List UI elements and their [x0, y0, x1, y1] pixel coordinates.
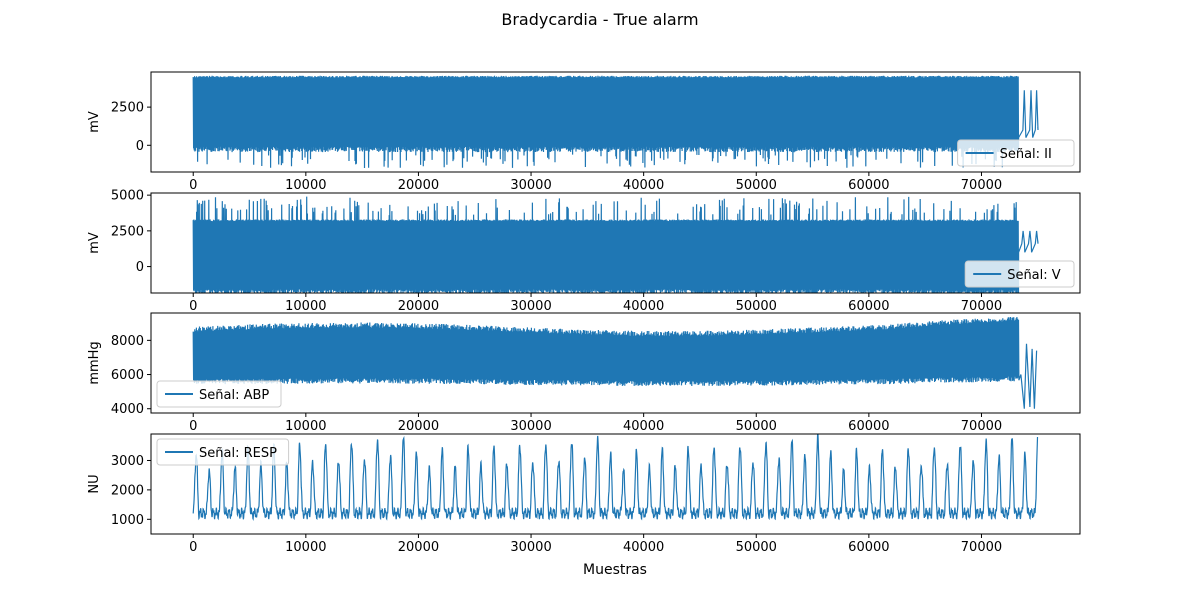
x-tick-label: 50000 — [736, 540, 777, 555]
legend-box — [156, 380, 282, 408]
x-tick-label: 30000 — [510, 299, 551, 314]
subplot-4: 0 10000 20000 30000 40000 50000 60000 70000 1000… — [87, 433, 1081, 555]
x-tick-label: 0 — [189, 178, 197, 193]
x-tick-label: 20000 — [398, 299, 439, 314]
axes-frame — [150, 192, 1081, 294]
y-tick-label: 0 — [136, 139, 144, 154]
x-tick-label: 30000 — [510, 178, 551, 193]
series-line — [192, 196, 1039, 293]
x-tick-label: 50000 — [736, 419, 777, 434]
y-tick-label: 6000 — [111, 368, 144, 383]
x-tick-label: 10000 — [285, 419, 326, 434]
x-tick-label: 40000 — [623, 178, 664, 193]
x-tick-label: 40000 — [623, 419, 664, 434]
axes-frame — [150, 312, 1081, 414]
x-tick-label: 20000 — [398, 540, 439, 555]
subplot-stack: 0 10000 20000 30000 40000 50000 60000 700000250… — [87, 71, 1081, 555]
legend-label: Señal: II — [1000, 147, 1052, 162]
subplot-3: 0 10000 20000 30000 40000 50000 60000 70000 4000… — [87, 312, 1081, 434]
x-tick-label: 20000 — [398, 178, 439, 193]
x-tick-label: 0 — [189, 419, 197, 434]
legend: Señal: ABP — [156, 380, 282, 408]
x-tick-label: 70000 — [961, 419, 1002, 434]
legend-box — [964, 260, 1075, 288]
x-tick-label: 40000 — [623, 540, 664, 555]
x-tick-label: 20000 — [398, 419, 439, 434]
x-tick-label: 40000 — [623, 299, 664, 314]
y-tick-label: 2500 — [111, 224, 144, 239]
x-tick-label: 10000 — [285, 178, 326, 193]
figure-title: Bradycardia - True alarm — [501, 10, 698, 29]
x-tick-label: 10000 — [285, 540, 326, 555]
x-axis-label: Muestras — [583, 562, 647, 578]
legend: Señal: V — [964, 260, 1075, 288]
legend: Señal: II — [957, 139, 1075, 167]
x-tick-label: 0 — [189, 540, 197, 555]
x-tick-label: 30000 — [510, 540, 551, 555]
series-line — [192, 75, 1039, 169]
legend-label: Señal: V — [1007, 268, 1061, 283]
y-tick-label: 8000 — [111, 334, 144, 349]
legend-box — [156, 438, 290, 466]
x-tick-label: 70000 — [961, 299, 1002, 314]
axes-frame — [150, 433, 1081, 535]
x-tick-label: 0 — [189, 299, 197, 314]
y-axis-label: mV — [87, 111, 102, 133]
legend-box — [957, 139, 1075, 167]
x-tick-label: 70000 — [961, 540, 1002, 555]
y-tick-label: 1000 — [111, 513, 144, 528]
subplot-2: 0 10000 20000 30000 40000 50000 60000 70000 0 250… — [87, 189, 1081, 314]
y-tick-label: 3000 — [111, 454, 144, 469]
y-tick-label: 4000 — [111, 402, 144, 417]
y-tick-label: 5000 — [111, 189, 144, 204]
y-tick-label: 2000 — [111, 483, 144, 498]
legend: Señal: RESP — [156, 438, 290, 466]
y-axis-label: mmHg — [87, 341, 102, 384]
x-tick-label: 60000 — [848, 540, 889, 555]
x-tick-label: 50000 — [736, 178, 777, 193]
x-tick-label: 60000 — [848, 178, 889, 193]
axes-frame — [150, 71, 1081, 173]
x-tick-label: 60000 — [848, 419, 889, 434]
x-tick-label: 30000 — [510, 419, 551, 434]
x-tick-label: 10000 — [285, 299, 326, 314]
y-tick-label: 2500 — [111, 101, 144, 116]
y-axis-label: mV — [87, 232, 102, 254]
series-line — [192, 434, 1039, 522]
y-axis-label: NU — [87, 474, 102, 493]
y-tick-label: 0 — [136, 260, 144, 275]
series-line — [192, 316, 1038, 409]
x-tick-label: 50000 — [736, 299, 777, 314]
legend-label: Señal: RESP — [199, 446, 277, 461]
subplot-1: 0 10000 20000 30000 40000 50000 60000 70000 0 250… — [87, 71, 1081, 193]
x-tick-label: 70000 — [961, 178, 1002, 193]
x-tick-label: 60000 — [848, 299, 889, 314]
legend-label: Señal: ABP — [199, 388, 269, 403]
